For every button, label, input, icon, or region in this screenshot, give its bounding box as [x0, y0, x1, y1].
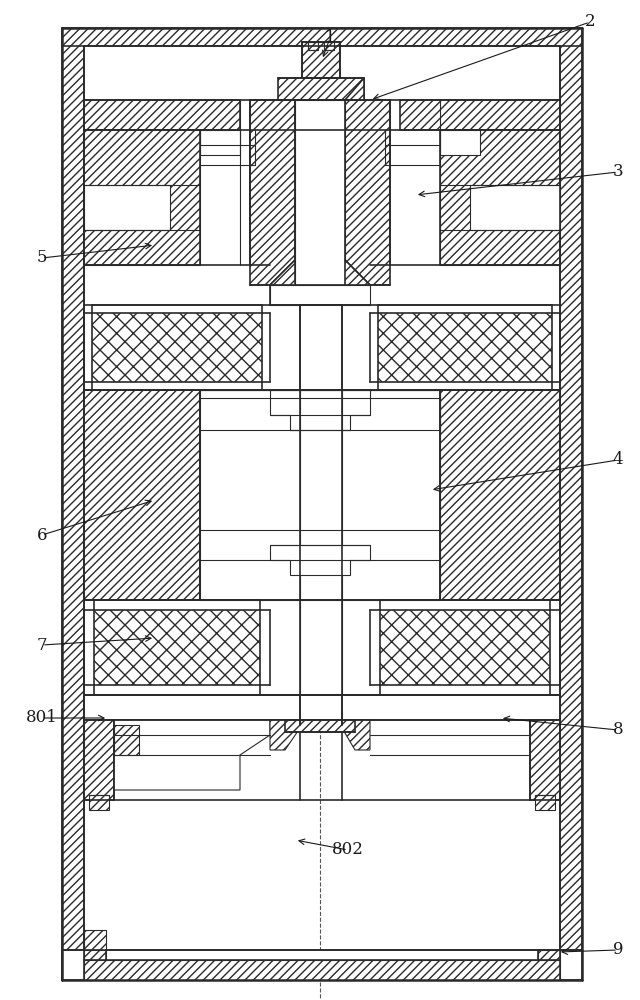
Polygon shape — [324, 42, 334, 50]
Text: 7: 7 — [36, 637, 47, 654]
Text: 3: 3 — [612, 163, 623, 180]
Polygon shape — [62, 28, 84, 980]
Polygon shape — [530, 720, 560, 800]
Polygon shape — [538, 950, 560, 960]
Polygon shape — [114, 720, 270, 790]
Polygon shape — [345, 100, 390, 240]
Polygon shape — [94, 610, 260, 685]
Polygon shape — [84, 130, 200, 265]
Polygon shape — [295, 100, 345, 285]
Text: 8: 8 — [612, 722, 623, 738]
Polygon shape — [84, 950, 106, 960]
Text: 5: 5 — [36, 249, 47, 266]
Polygon shape — [345, 260, 370, 305]
Text: 1: 1 — [324, 29, 335, 46]
Polygon shape — [62, 950, 582, 980]
Text: 9: 9 — [612, 942, 623, 958]
Bar — [84, 695, 560, 720]
Polygon shape — [440, 130, 480, 155]
Bar — [89, 795, 109, 810]
Polygon shape — [285, 720, 355, 732]
Bar — [300, 305, 342, 390]
Polygon shape — [84, 390, 200, 600]
Polygon shape — [270, 720, 300, 750]
Polygon shape — [270, 285, 370, 305]
Bar — [300, 600, 342, 695]
Polygon shape — [380, 610, 550, 685]
Polygon shape — [342, 720, 370, 750]
Polygon shape — [84, 960, 560, 980]
Polygon shape — [200, 130, 240, 155]
Polygon shape — [345, 100, 390, 285]
Text: 2: 2 — [585, 13, 595, 30]
Polygon shape — [378, 313, 552, 382]
Polygon shape — [302, 42, 340, 78]
Polygon shape — [400, 100, 560, 130]
Polygon shape — [84, 100, 240, 130]
Polygon shape — [278, 78, 364, 100]
Polygon shape — [84, 185, 170, 230]
Text: 6: 6 — [36, 526, 47, 544]
Polygon shape — [308, 42, 318, 50]
Polygon shape — [440, 390, 560, 600]
Text: 4: 4 — [612, 452, 623, 468]
Polygon shape — [92, 313, 262, 382]
Polygon shape — [470, 185, 560, 230]
Polygon shape — [345, 78, 364, 100]
Bar — [535, 795, 555, 810]
Text: 801: 801 — [26, 710, 58, 726]
Bar — [200, 390, 440, 430]
Polygon shape — [250, 100, 295, 240]
Polygon shape — [114, 725, 139, 755]
Polygon shape — [270, 545, 370, 575]
Polygon shape — [250, 100, 295, 285]
Text: 802: 802 — [332, 842, 364, 858]
Polygon shape — [270, 260, 295, 305]
Polygon shape — [270, 390, 370, 430]
Polygon shape — [84, 720, 114, 800]
Bar — [300, 390, 342, 600]
Polygon shape — [84, 930, 106, 950]
Polygon shape — [440, 130, 560, 265]
Bar — [200, 390, 440, 600]
Polygon shape — [560, 28, 582, 980]
Polygon shape — [62, 28, 582, 46]
